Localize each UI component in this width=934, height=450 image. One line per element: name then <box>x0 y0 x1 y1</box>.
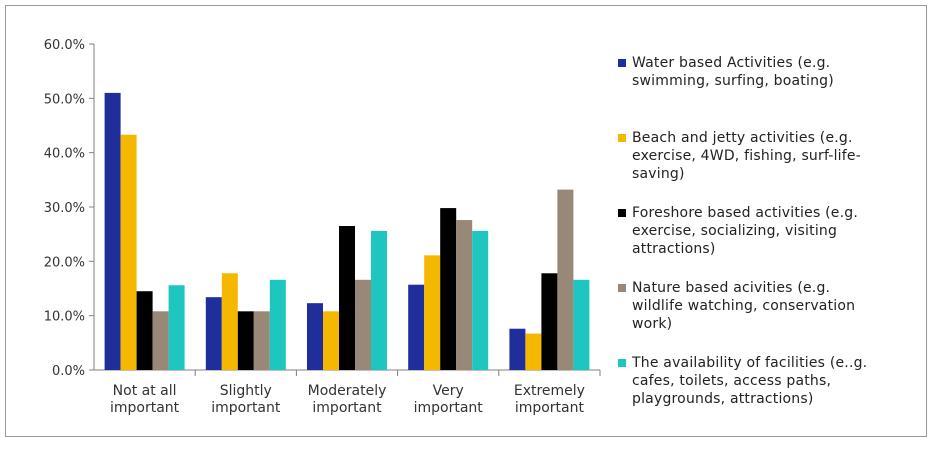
bar <box>440 208 457 370</box>
bar <box>269 279 286 370</box>
x-category-label: Slightly <box>220 383 272 399</box>
legend-label-line: cafes, toilets, access paths, <box>632 373 832 389</box>
bar <box>424 255 441 370</box>
x-category-label: important <box>515 400 585 416</box>
bar <box>307 303 323 370</box>
legend-label: Foreshore based activities (e.g. exercise… <box>632 204 858 258</box>
legend-label-line: Foreshore based activities (e.g. <box>632 205 858 221</box>
bar <box>168 285 185 370</box>
bar <box>355 279 371 370</box>
bar <box>323 311 339 370</box>
bar <box>253 311 270 370</box>
bar <box>371 230 387 370</box>
legend-label-line: Nature based acivities (e.g. <box>632 280 831 296</box>
x-category-label: Very <box>433 383 464 399</box>
bar <box>104 92 121 371</box>
legend-swatch <box>618 134 626 142</box>
bar <box>557 189 574 370</box>
bar-chart: 0.0% 10.0% 20.0% 30.0% 40.0% 50.0% 60.0% Not at… <box>44 38 601 416</box>
legend-item: Foreshore based activities (e.g. exercise… <box>618 204 858 258</box>
chart-frame: 0.0% 10.0% 20.0% 30.0% 40.0% 50.0% 60.0% Not at… <box>5 5 927 437</box>
y-tick-label: 20.0% <box>44 255 85 270</box>
x-category-label: important <box>312 400 382 416</box>
bar <box>339 226 355 370</box>
bar <box>205 297 222 370</box>
legend-label-line: work) <box>632 316 673 332</box>
y-tick-label: 30.0% <box>44 201 85 216</box>
legend-label-line: exercise, socializing, visiting <box>632 223 838 239</box>
y-tick-label: 50.0% <box>44 92 85 107</box>
legend-label-line: saving) <box>632 166 685 182</box>
x-category-label: Not at all <box>113 383 177 399</box>
x-category-label: important <box>414 400 484 416</box>
bar <box>509 328 526 370</box>
legend-label-line: Beach and jetty activities (e.g. <box>632 130 853 146</box>
legend-swatch <box>618 284 626 292</box>
legend-swatch <box>618 359 626 367</box>
bar <box>221 273 238 370</box>
legend-label: Beach and jetty activities (e.g. exercise… <box>632 129 861 183</box>
legend-label-line: attractions) <box>632 241 716 257</box>
x-category-label: important <box>211 400 281 416</box>
legend-item: Water based Activities (e.g. swimming, su… <box>618 54 834 90</box>
legend-label: Nature based acivities (e.g. wildlife wat… <box>632 279 855 333</box>
legend-label: Water based Activities (e.g. swimming, su… <box>632 54 834 90</box>
legend-swatch <box>618 59 626 67</box>
y-tick-label: 40.0% <box>44 147 85 162</box>
legend-label-line: The availability of facilities (e..g. <box>632 355 868 371</box>
bar <box>136 291 153 370</box>
bar <box>408 284 425 370</box>
legend-label-line: playgrounds, attractions) <box>632 391 814 407</box>
legend-item: Nature based acivities (e.g. wildlife wat… <box>618 279 855 333</box>
legend-label-line: Water based Activities (e.g. <box>632 55 831 71</box>
legend-item: Beach and jetty activities (e.g. exercise… <box>618 129 861 183</box>
legend-label-line: exercise, 4WD, fishing, surf-life- <box>632 148 861 164</box>
bar <box>573 279 590 370</box>
bar <box>120 134 137 370</box>
x-category-label: Moderately <box>308 383 387 399</box>
legend-label: The availability of facilities (e..g. caf… <box>632 354 867 408</box>
legend-label-line: swimming, surfing, boating) <box>632 73 834 89</box>
bar <box>152 311 169 370</box>
bar <box>456 220 473 370</box>
x-category-label: important <box>110 400 180 416</box>
bar <box>541 273 558 370</box>
bar <box>237 311 254 370</box>
y-tick-label: 0.0% <box>52 364 85 379</box>
y-tick-label: 10.0% <box>44 310 85 325</box>
legend-item: The availability of facilities (e..g. caf… <box>618 354 867 408</box>
legend-swatch <box>618 209 626 217</box>
bar <box>472 230 489 370</box>
bar <box>525 333 542 370</box>
y-tick-label: 60.0% <box>44 38 85 53</box>
x-category-label: Extremely <box>514 383 585 399</box>
legend-label-line: wildlife watching, conservation <box>632 298 856 314</box>
